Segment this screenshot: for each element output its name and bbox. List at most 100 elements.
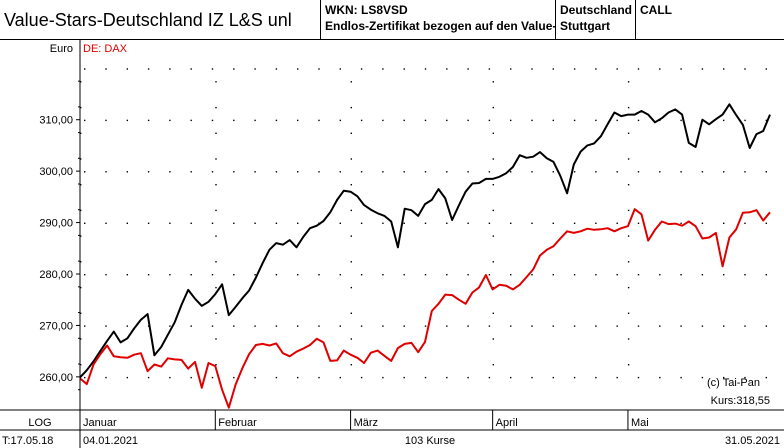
grid-dot	[80, 209, 82, 212]
grid-dot	[350, 209, 352, 212]
grid-dot	[744, 222, 746, 224]
grid-dot	[350, 286, 352, 289]
grid-dot	[297, 274, 299, 276]
month-label: März	[354, 417, 378, 429]
grid-dot	[169, 119, 171, 122]
grid-dot	[233, 274, 235, 276]
grid-dot	[701, 222, 704, 224]
grid-dot	[492, 286, 494, 289]
grid-dot	[126, 325, 128, 327]
grid-dot	[492, 235, 494, 237]
grid-dot	[403, 274, 405, 276]
grid-dot	[211, 274, 214, 276]
exchange-label: Stuttgart	[560, 19, 610, 33]
grid-dot	[492, 106, 494, 109]
grid-dot	[595, 171, 597, 173]
grid-dot	[659, 171, 661, 173]
grid-dot	[215, 364, 217, 366]
grid-dot	[126, 171, 128, 173]
grid-dot	[360, 274, 363, 276]
month-label: Februar	[218, 417, 257, 429]
grid-dot	[595, 222, 597, 224]
grid-dot	[190, 274, 192, 276]
grid-dot	[424, 119, 427, 122]
grid-dot	[680, 325, 682, 327]
grid-dot	[215, 132, 217, 134]
grid-dot	[616, 119, 618, 122]
grid-dot	[84, 171, 86, 173]
grid-dot	[595, 119, 597, 122]
grid-dot	[701, 274, 704, 276]
grid-dot	[297, 325, 299, 327]
grid-dot	[573, 68, 576, 70]
grid-dot	[627, 132, 630, 134]
grid-dot	[552, 376, 554, 379]
grid-dot	[80, 158, 82, 160]
grid-dot	[467, 68, 469, 70]
grid-dot	[126, 119, 128, 122]
grid-dot	[723, 222, 725, 224]
grid-dot	[573, 222, 576, 224]
wkn-box: WKN: LS8VSD Endlos-Zertifikat bezogen au…	[321, 0, 556, 40]
grid-dot	[492, 261, 494, 263]
grid-dot	[80, 261, 82, 263]
grid-dot	[446, 119, 448, 122]
grid-dot	[723, 376, 725, 379]
grid-dot	[275, 325, 278, 327]
grid-dot	[637, 222, 640, 224]
t-label: T:17.05.18	[2, 435, 53, 447]
grid-dot	[169, 171, 171, 173]
grid-dot	[637, 119, 640, 122]
grid-dot	[339, 119, 341, 122]
grid-dot	[318, 119, 320, 122]
grid-dot	[403, 119, 405, 122]
grid-dot	[147, 171, 150, 173]
grid-dot	[701, 376, 704, 379]
grid-dot	[765, 325, 767, 327]
grid-dot	[403, 376, 405, 379]
log-label: LOG	[28, 417, 51, 429]
y-tick-label: 300,00	[39, 166, 73, 178]
grid-dot	[318, 325, 320, 327]
grid-dot	[552, 171, 554, 173]
grid-dot	[382, 376, 384, 379]
y-axis: 260,00 270,00 280,00 290,00 300,00 310,00 Euro…	[39, 43, 128, 391]
option-type-box: CALL	[636, 0, 784, 40]
grid-dot	[510, 222, 512, 224]
grid-dot	[488, 68, 491, 70]
grid-dot	[616, 68, 618, 70]
grid-dot	[147, 274, 150, 276]
grid-dot	[215, 338, 217, 340]
grid-dot	[627, 261, 630, 263]
month-label: Mai	[631, 417, 649, 429]
grid-dot	[510, 119, 512, 122]
grid-dot	[211, 119, 214, 122]
grid-dot	[350, 312, 352, 314]
grid-dot	[190, 222, 192, 224]
grid-dot	[84, 376, 86, 379]
grid-dot	[350, 338, 352, 340]
start-date: 04.01.2021	[83, 435, 138, 447]
grid-dot	[275, 274, 278, 276]
price-chart: 260,00 270,00 280,00 290,00 300,00 310,00 Euro…	[0, 40, 784, 448]
grid-dot	[680, 376, 682, 379]
grid-dot	[424, 171, 427, 173]
grid-dot	[573, 119, 576, 122]
grid-dot	[595, 325, 597, 327]
grid-dot	[424, 274, 427, 276]
grid-dot	[627, 286, 630, 289]
grid-dot	[573, 171, 576, 173]
grid-dot	[297, 376, 299, 379]
grid-dot	[765, 171, 767, 173]
grid-dot	[80, 312, 82, 314]
grid-dot	[510, 325, 512, 327]
grid-dot	[297, 171, 299, 173]
grid-dot	[616, 376, 618, 379]
grid-dot	[595, 376, 597, 379]
grid-dot	[510, 274, 512, 276]
grid-dot	[488, 376, 491, 379]
grid-dot	[350, 235, 352, 237]
grid-dot	[467, 274, 469, 276]
grid-dot	[531, 171, 533, 173]
grid-dot	[492, 209, 494, 212]
